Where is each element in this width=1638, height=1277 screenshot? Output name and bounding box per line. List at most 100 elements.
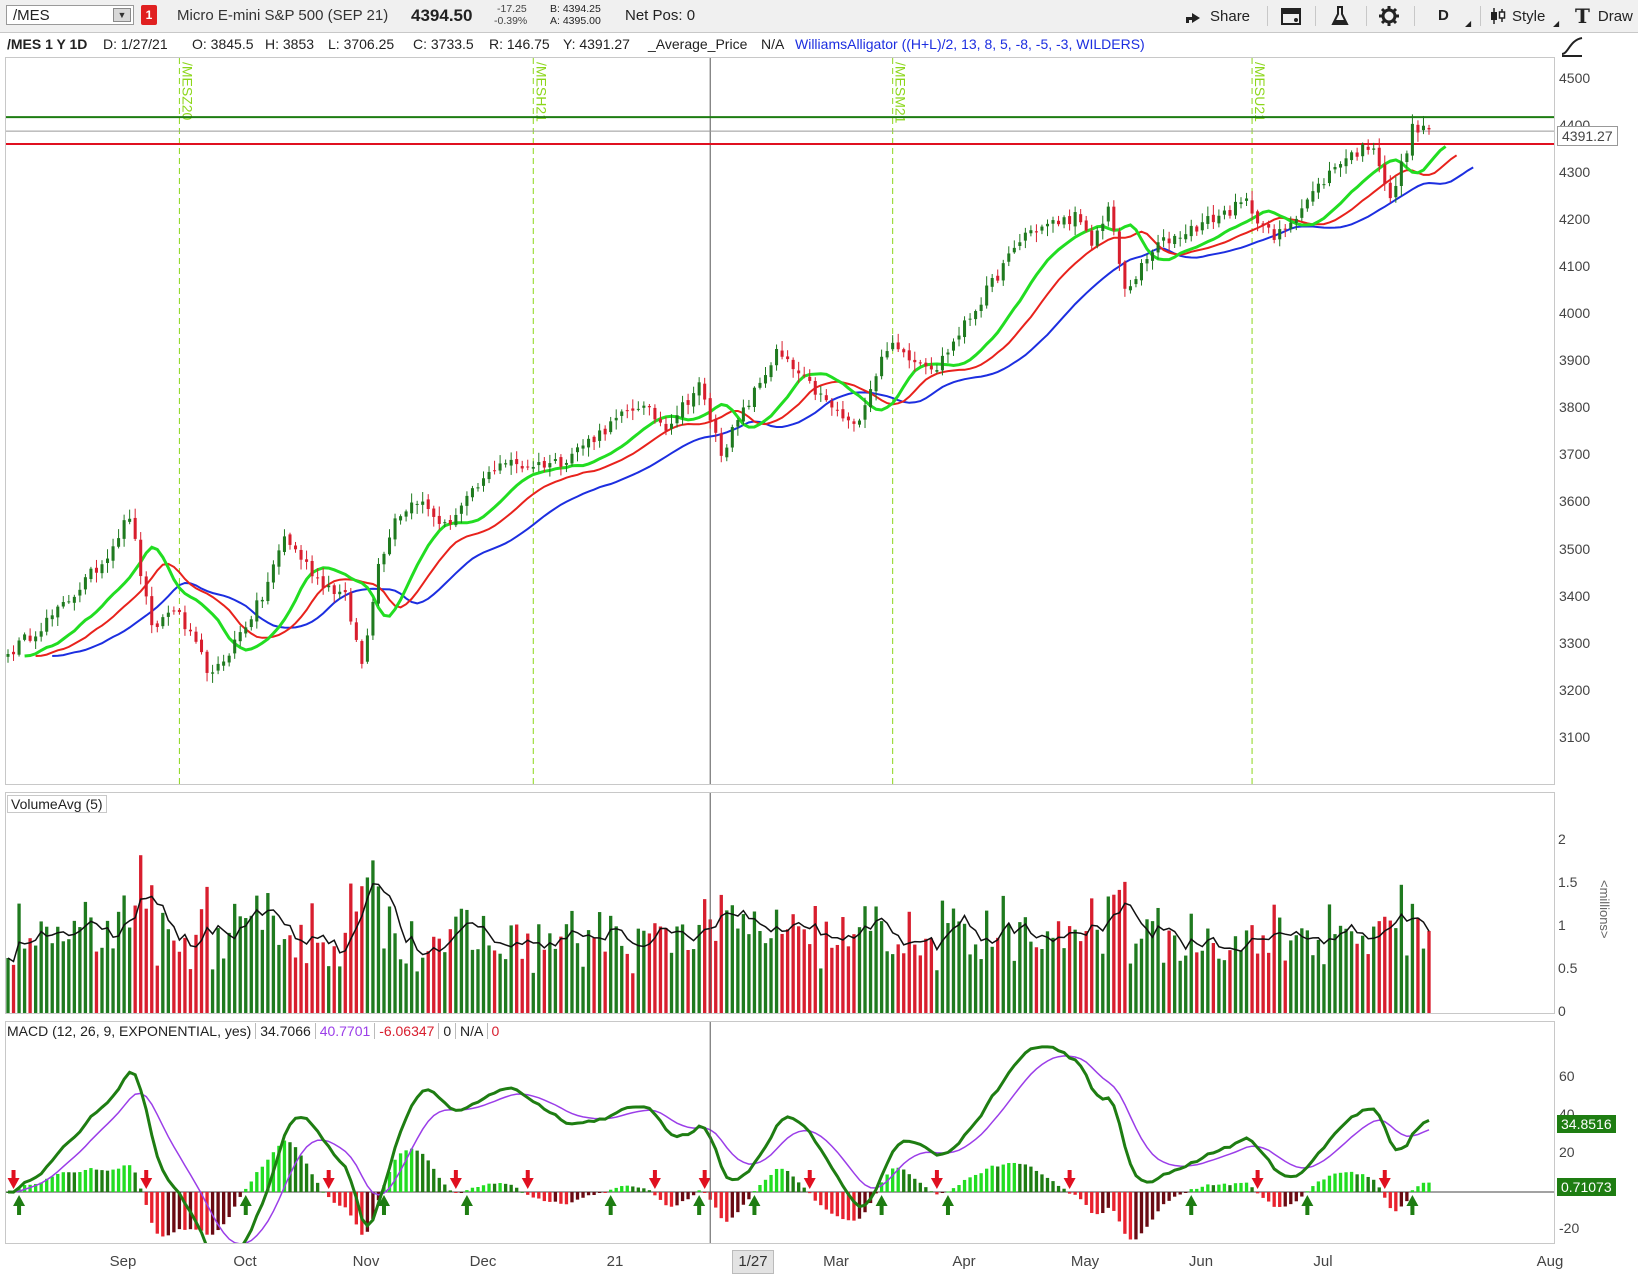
macd-histogram-bar (797, 1182, 801, 1192)
macd-histogram-bar (183, 1192, 187, 1230)
symbol-dropdown-icon[interactable]: ▼ (113, 8, 131, 22)
candle-body (128, 518, 132, 522)
candle-body (310, 560, 314, 577)
net-change: -17.25 (497, 3, 527, 15)
percent-change: -0.39% (494, 15, 528, 27)
calendar-icon[interactable] (1280, 6, 1304, 26)
candle-body (1377, 147, 1381, 167)
macd-histogram-bar (426, 1160, 430, 1192)
candle-body (1350, 152, 1354, 161)
volume-bar (752, 911, 757, 1013)
symbol-description: Micro E-mini S&P 500 (SEP 21) (177, 7, 389, 24)
volume-bar (1184, 955, 1188, 1013)
candle-body (399, 516, 403, 521)
volume-bar (371, 860, 375, 1013)
macd-title-bar: MACD (12, 26, 9, EXPONENTIAL, yes) 34.70… (7, 1023, 500, 1039)
candle-body (653, 407, 657, 420)
macd-histogram-bar (393, 1159, 397, 1192)
volume-bar (564, 924, 569, 1013)
volume-bar (653, 923, 657, 1013)
candle-body (504, 463, 508, 465)
macd-buy-arrow-icon (604, 1195, 617, 1215)
macd-buy-arrow-icon (1406, 1195, 1419, 1215)
volume-bar (177, 951, 182, 1013)
volume-pane[interactable] (5, 792, 1555, 1014)
volume-bar (139, 855, 143, 1013)
alligator-study-label[interactable]: WilliamsAlligator ((H+L)/2, 13, 8, 5, -8… (795, 36, 1145, 52)
candle-body (293, 545, 298, 550)
macd-histogram-bar (1040, 1174, 1044, 1192)
drawings-button[interactable]: T Draw (1575, 4, 1633, 28)
gear-icon[interactable] (1378, 5, 1400, 27)
macd-histogram-bar (586, 1192, 591, 1196)
macd-pane[interactable] (5, 1021, 1555, 1244)
volume-bar (144, 908, 148, 1013)
volume-bar (1018, 922, 1022, 1013)
macd-histogram-bar (45, 1178, 49, 1192)
volume-bar (891, 954, 895, 1013)
candle-body (12, 651, 16, 655)
macd-study-title[interactable]: MACD (12, 26, 9, EXPONENTIAL, yes) (7, 1023, 252, 1039)
volume-bar (1195, 952, 1199, 1013)
macd-histogram-bar (1161, 1192, 1166, 1205)
flask-icon[interactable] (1330, 5, 1350, 27)
drawing-tools-icon[interactable] (1560, 34, 1586, 58)
volume-bar (946, 923, 950, 1013)
volume-bar (443, 952, 447, 1013)
candle-body (835, 409, 839, 411)
timeframe-selector[interactable]: D (1438, 7, 1449, 24)
candle-body (758, 382, 762, 388)
macd-histogram-bar (144, 1192, 148, 1205)
macd-buy-arrow-icon (1301, 1195, 1314, 1215)
macd-histogram-bar (714, 1192, 718, 1208)
macd-histogram-bar (575, 1192, 580, 1200)
macd-histogram-bar (33, 1183, 38, 1192)
volume-bar (813, 905, 817, 1013)
macd-histogram-bar (979, 1173, 983, 1192)
info-low: L: 3706.25 (328, 36, 395, 52)
candle-body (238, 632, 242, 642)
volume-bar (592, 937, 596, 1013)
volume-bar (1305, 930, 1310, 1013)
symbol-selector[interactable]: /MES ▼ (6, 5, 134, 25)
macd-sell-arrow-icon (521, 1170, 534, 1189)
macd-histogram-bar (1366, 1176, 1370, 1192)
share-button[interactable]: Share (1184, 4, 1250, 28)
macd-histogram-bar (642, 1188, 646, 1192)
candle-body (1261, 223, 1265, 225)
macd-histogram-bar (1261, 1192, 1265, 1198)
macd-histogram-bar (61, 1172, 65, 1192)
candle-body (1421, 125, 1425, 131)
candle-body (426, 499, 430, 510)
macd-histogram-bar (415, 1150, 419, 1192)
volume-bar (492, 950, 497, 1013)
candle-body (957, 335, 961, 340)
candle-body (1156, 242, 1160, 253)
link-group-badge[interactable]: 1 (141, 5, 157, 25)
style-button[interactable]: Style (1490, 4, 1545, 28)
macd-histogram-bar (1073, 1192, 1077, 1195)
candle-body (1410, 123, 1414, 156)
candle-body (222, 661, 226, 666)
candle-body (67, 601, 71, 603)
volume-bar (537, 924, 541, 1013)
macd-histogram-bar (249, 1181, 253, 1192)
volume-study-title[interactable]: VolumeAvg (5) (7, 795, 107, 813)
macd-histogram-bar (448, 1190, 452, 1192)
volume-bar (680, 924, 685, 1013)
price-pane[interactable]: /MESZ20/MESH21/MESM21/MESU21 (5, 57, 1555, 785)
candle-body (376, 563, 380, 604)
candle-body (117, 538, 121, 547)
macd-buy-arrow-icon (377, 1195, 390, 1215)
volume-bar (1051, 937, 1055, 1013)
volume-bar (216, 928, 220, 1013)
price-tick-label: 4300 (1559, 164, 1591, 181)
volume-bar (1250, 925, 1254, 1013)
volume-bar (597, 912, 602, 1013)
candle-body (493, 470, 497, 472)
time-tick-label: Sep (109, 1253, 137, 1270)
macd-histogram-bar (1145, 1192, 1149, 1227)
volume-bar (1007, 924, 1011, 1013)
info-date: D: 1/27/21 (103, 36, 168, 52)
macd-histogram-bar (1416, 1186, 1420, 1192)
